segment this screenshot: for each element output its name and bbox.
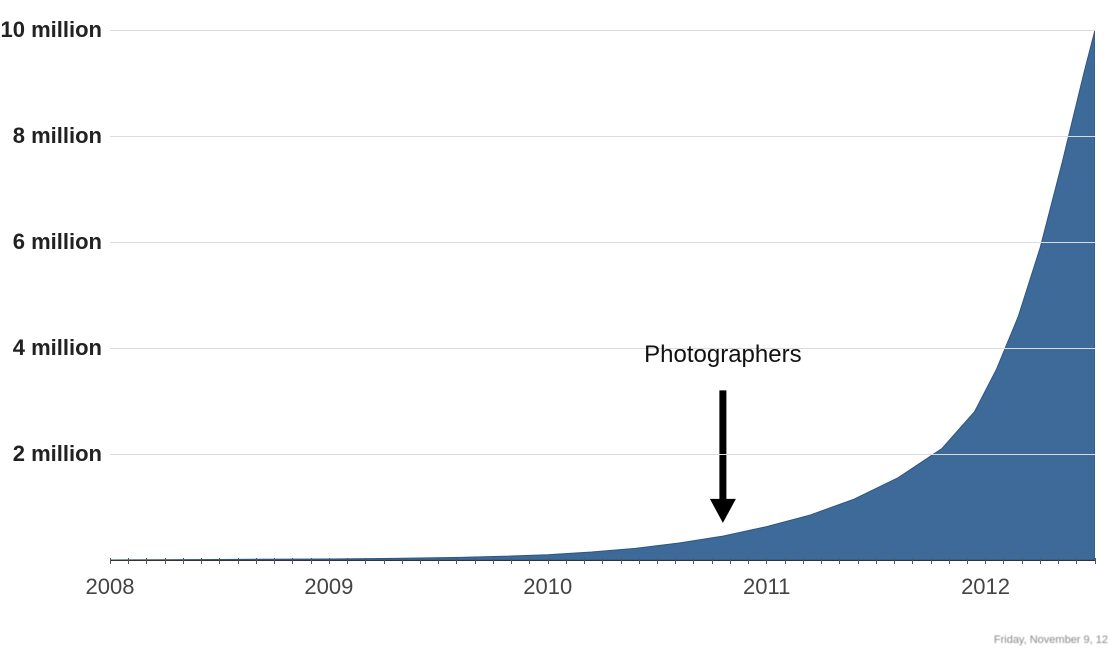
x-minor-tick: [165, 558, 166, 564]
x-minor-tick: [529, 558, 530, 564]
x-minor-tick: [858, 558, 859, 564]
x-minor-tick: [420, 558, 421, 564]
x-minor-tick: [766, 558, 767, 564]
x-minor-tick: [748, 558, 749, 564]
y-tick-label: 4 million: [13, 335, 102, 361]
x-minor-tick: [894, 558, 895, 564]
annotation-arrow-icon: [710, 390, 736, 523]
x-minor-tick: [384, 558, 385, 564]
annotation-label: Photographers: [644, 341, 801, 369]
y-gridline: [110, 30, 1095, 31]
x-minor-tick: [839, 558, 840, 564]
x-minor-tick: [967, 558, 968, 564]
x-tick-label: 2009: [304, 574, 353, 600]
x-minor-tick: [1003, 558, 1004, 564]
x-minor-tick: [511, 558, 512, 564]
x-minor-tick: [438, 558, 439, 564]
x-minor-tick: [493, 558, 494, 564]
x-minor-tick: [657, 558, 658, 564]
x-tick-label: 2012: [961, 574, 1010, 600]
x-minor-tick: [730, 558, 731, 564]
x-minor-tick: [584, 558, 585, 564]
x-minor-tick: [329, 558, 330, 564]
x-tick-label: 2008: [86, 574, 135, 600]
x-minor-tick: [785, 558, 786, 564]
x-minor-tick: [475, 558, 476, 564]
y-gridline: [110, 348, 1095, 349]
x-minor-tick: [712, 558, 713, 564]
y-gridline: [110, 136, 1095, 137]
x-minor-tick: [675, 558, 676, 564]
x-minor-tick: [985, 558, 986, 564]
x-minor-tick: [402, 558, 403, 564]
x-minor-tick: [639, 558, 640, 564]
x-minor-tick: [311, 558, 312, 564]
x-minor-tick: [110, 558, 111, 564]
x-minor-tick: [256, 558, 257, 564]
x-minor-tick: [365, 558, 366, 564]
x-minor-tick: [548, 558, 549, 564]
y-tick-label: 8 million: [13, 123, 102, 149]
area-fill: [110, 30, 1095, 560]
x-minor-tick: [274, 558, 275, 564]
x-minor-tick: [238, 558, 239, 564]
x-minor-tick: [201, 558, 202, 564]
x-minor-tick: [1040, 558, 1041, 564]
x-minor-tick: [1022, 558, 1023, 564]
x-minor-tick: [1095, 558, 1096, 564]
x-minor-tick: [1058, 558, 1059, 564]
x-minor-tick: [347, 558, 348, 564]
x-minor-tick: [146, 558, 147, 564]
y-tick-label: 6 million: [13, 229, 102, 255]
x-minor-tick: [1076, 558, 1077, 564]
y-tick-label: 2 million: [13, 441, 102, 467]
x-minor-tick: [602, 558, 603, 564]
x-minor-tick: [183, 558, 184, 564]
x-minor-tick: [693, 558, 694, 564]
x-minor-tick: [912, 558, 913, 564]
x-minor-tick: [949, 558, 950, 564]
x-minor-tick: [219, 558, 220, 564]
x-minor-tick: [292, 558, 293, 564]
x-minor-tick: [566, 558, 567, 564]
y-gridline: [110, 454, 1095, 455]
area-chart: 2 million 4 million 6 million 8 million 10 m…: [0, 0, 1120, 650]
plot-area: 2 million4 million6 million8 million10 m…: [110, 30, 1095, 560]
x-minor-tick: [621, 558, 622, 564]
x-minor-tick: [803, 558, 804, 564]
x-minor-tick: [128, 558, 129, 564]
x-minor-tick: [876, 558, 877, 564]
series-area: [110, 30, 1095, 560]
y-gridline: [110, 242, 1095, 243]
y-tick-label: 10 million: [1, 17, 102, 43]
x-minor-tick: [456, 558, 457, 564]
x-minor-tick: [821, 558, 822, 564]
x-minor-tick: [931, 558, 932, 564]
footer-date: Friday, November 9, 12: [994, 634, 1108, 646]
x-tick-label: 2010: [523, 574, 572, 600]
x-tick-label: 2011: [743, 574, 790, 600]
